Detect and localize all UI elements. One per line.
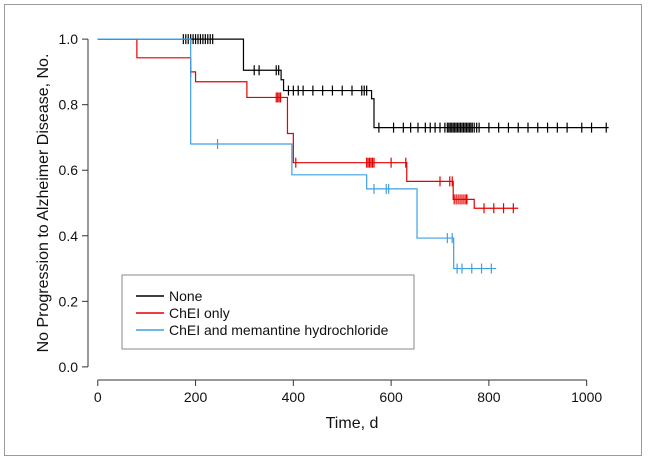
y-tick-label: 1.0: [59, 31, 79, 47]
y-tick-label: 0.6: [59, 162, 79, 178]
series-line-0: [97, 38, 609, 129]
axes: 0.0 0.2 0.4 0.6 0.8 1.0 0 200 400 600 800 1000: [59, 31, 603, 405]
x-tick-label: 800: [477, 389, 501, 405]
x-tick-label: 1000: [571, 389, 602, 405]
x-axis-title: Time, d: [326, 415, 379, 432]
y-tick-label: 0.4: [59, 228, 79, 244]
x-tick-label: 400: [282, 389, 306, 405]
series-line-1: [97, 38, 519, 209]
x-tick-label: 200: [184, 389, 208, 405]
legend-label-2: ChEI and memantine hydrochloride: [169, 322, 389, 338]
plot-area: [97, 34, 609, 274]
figure-frame: [4, 4, 642, 456]
legend-label-1: ChEI only: [169, 305, 230, 321]
series-line-2: [97, 38, 497, 270]
y-tick-label: 0.8: [59, 97, 79, 113]
y-tick-label: 0.2: [59, 293, 79, 309]
legend-label-0: None: [169, 288, 203, 304]
legend-box: [121, 274, 415, 350]
y-axis-title: No Progression to Alzheimer Disease, No.: [35, 54, 52, 353]
x-tick-label: 0: [94, 389, 102, 405]
y-tick-label: 0.0: [59, 359, 79, 375]
x-tick-label: 600: [379, 389, 403, 405]
